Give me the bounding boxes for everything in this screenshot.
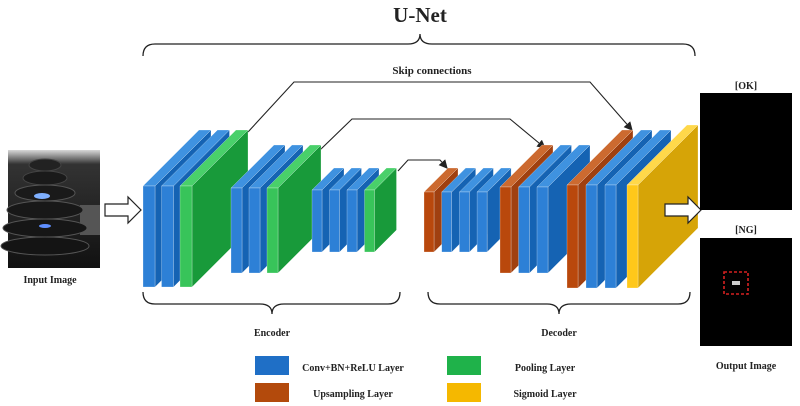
legend: Conv+BN+ReLU Layer Pooling Layer Upsampl… xyxy=(255,356,577,402)
legend-label-up: Upsampling Layer xyxy=(313,389,393,400)
legend-label-sigmoid: Sigmoid Layer xyxy=(513,389,577,400)
decoder-block-5 xyxy=(499,144,591,274)
layer-front-face xyxy=(179,185,193,288)
layer-front-face xyxy=(142,185,156,288)
layer-front-face xyxy=(266,187,279,274)
ng-output-image xyxy=(700,238,792,346)
layer-front-face xyxy=(518,186,530,274)
output-arrow-icon xyxy=(664,195,702,225)
encoder-block-3 xyxy=(311,167,398,253)
diagram-title: U-Net xyxy=(393,3,447,27)
legend-swatch-pool xyxy=(447,356,481,375)
ok-label: [OK] xyxy=(735,81,757,92)
skip-connections-label: Skip connections xyxy=(392,65,472,77)
skip-connection-2 xyxy=(319,118,546,151)
encoder-block-2 xyxy=(230,144,322,274)
ng-label: [NG] xyxy=(735,225,757,236)
decoder-label: Decoder xyxy=(541,328,577,339)
input-image xyxy=(0,150,100,268)
ok-output-image xyxy=(700,93,792,210)
layer-front-face xyxy=(248,187,261,274)
layer-front-face xyxy=(476,191,488,253)
defect-highlight-box xyxy=(723,271,749,295)
layer-front-face xyxy=(364,189,375,253)
decoder-block-4 xyxy=(423,167,512,253)
input-arrow-icon xyxy=(104,195,142,225)
skip-connection-3 xyxy=(397,159,448,172)
layer-front-face xyxy=(329,189,340,253)
legend-swatch-up xyxy=(255,383,289,402)
layer-front-face xyxy=(566,184,579,289)
layer-front-face xyxy=(604,184,617,289)
layer-front-face xyxy=(459,191,470,253)
layer-front-face xyxy=(499,186,512,274)
encoder-brace xyxy=(142,291,401,315)
layer-front-face xyxy=(626,184,639,289)
layer-front-face xyxy=(230,187,243,274)
layer-stack xyxy=(142,124,699,289)
layer-front-face xyxy=(346,189,358,253)
legend-swatch-sigmoid xyxy=(447,383,481,402)
input-image-label: Input Image xyxy=(23,275,77,286)
layer-front-face xyxy=(441,191,452,253)
layer-pool xyxy=(363,167,398,253)
skip-connection-1 xyxy=(247,81,633,133)
defect-spot xyxy=(732,281,740,285)
legend-swatch-conv xyxy=(255,356,289,375)
layer-pool xyxy=(266,144,322,274)
decoder-brace xyxy=(427,291,691,315)
output-image-label: Output Image xyxy=(716,361,777,372)
encoder-label: Encoder xyxy=(254,328,291,339)
layer-front-face xyxy=(536,186,549,274)
encoder-block-1 xyxy=(142,129,249,288)
layer-front-face xyxy=(161,185,174,288)
unet-brace xyxy=(142,33,696,57)
layer-front-face xyxy=(585,184,598,289)
legend-label-pool: Pooling Layer xyxy=(515,363,576,374)
layer-front-face xyxy=(423,191,435,253)
layer-pool xyxy=(179,129,249,288)
legend-label-conv: Conv+BN+ReLU Layer xyxy=(302,363,404,374)
layer-front-face xyxy=(311,189,323,253)
